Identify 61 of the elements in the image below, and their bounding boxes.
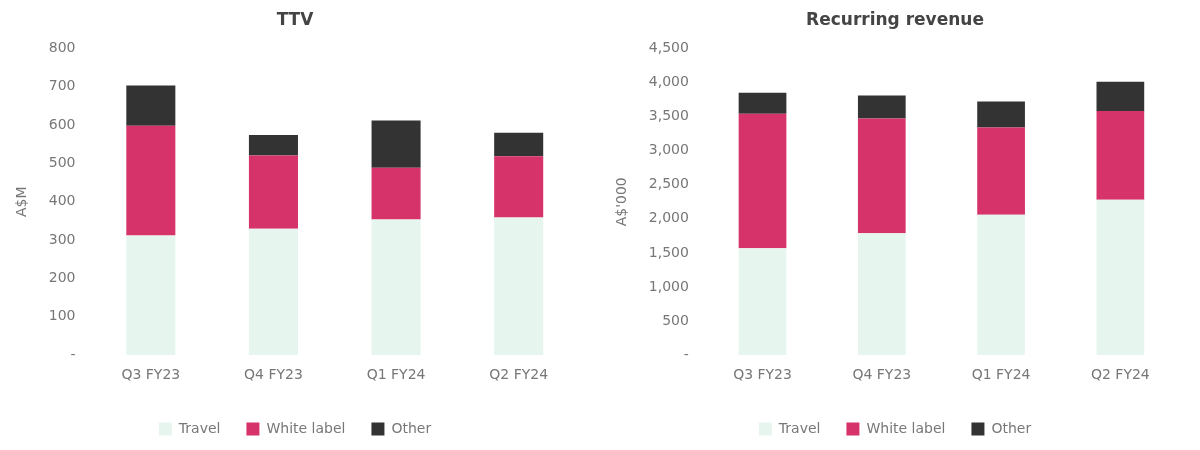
bar [494,156,544,218]
bar [1096,81,1145,112]
bar [857,118,906,234]
y-tick-label: - [70,345,76,362]
bar [494,217,544,356]
y-tick-label: 700 [48,77,76,94]
bar [977,214,1025,356]
bar [857,95,906,119]
y-axis-title: A$M [13,186,30,218]
y-tick-label: 300 [48,230,76,247]
bar [494,132,544,157]
x-tick-label: Q2 FY24 [1090,366,1150,383]
bar [126,125,176,236]
y-tick-label: 4,500 [648,39,689,56]
x-tick-label: Q4 FY23 [244,366,303,383]
bar [126,85,176,126]
y-tick-label: - [683,345,689,362]
y-axis-title: A$'000 [613,177,630,227]
bar [977,127,1025,215]
legend-label: Other [391,419,432,436]
x-tick-label: Q3 FY23 [121,366,181,383]
x-tick-label: Q2 FY24 [489,366,549,383]
legend-label: White label [866,419,946,436]
bar [738,113,787,249]
bar [738,248,787,356]
y-tick-label: 800 [48,39,76,56]
y-tick-label: 2,000 [648,209,689,226]
y-tick-label: 3,000 [648,141,689,158]
bar [248,228,298,356]
x-tick-label: Q1 FY24 [971,366,1031,383]
legend-label: Travel [177,419,221,436]
y-tick-label: 3,500 [648,107,689,124]
bar [1096,199,1145,356]
bar [738,92,787,114]
y-tick-label: 200 [48,269,76,286]
chart-title: TTV [276,8,315,29]
bar [977,101,1025,128]
bar [371,120,421,168]
legend-label: White label [266,419,346,436]
x-tick-label: Q1 FY24 [366,366,426,383]
y-tick-label: 100 [48,307,76,324]
y-tick-label: 500 [48,154,76,171]
y-tick-label: 4,000 [648,73,689,90]
legend-label: Other [991,419,1032,436]
y-tick-label: 1,000 [648,277,689,294]
x-tick-label: Q3 FY23 [733,366,792,383]
bar [1096,111,1145,200]
y-tick-label: 400 [48,192,76,209]
bar [371,219,421,356]
y-tick-label: 2,500 [648,175,689,192]
x-tick-label: Q4 FY23 [852,366,912,383]
bar [248,155,298,229]
bar [371,167,421,220]
y-tick-label: 600 [48,115,76,132]
legend-label: Travel [777,419,821,436]
chart-title: Recurring revenue [806,8,984,29]
bar [126,235,176,356]
y-tick-label: 500 [662,311,689,328]
y-tick-label: 1,500 [648,243,689,260]
bar [248,135,298,156]
bar [857,233,906,356]
